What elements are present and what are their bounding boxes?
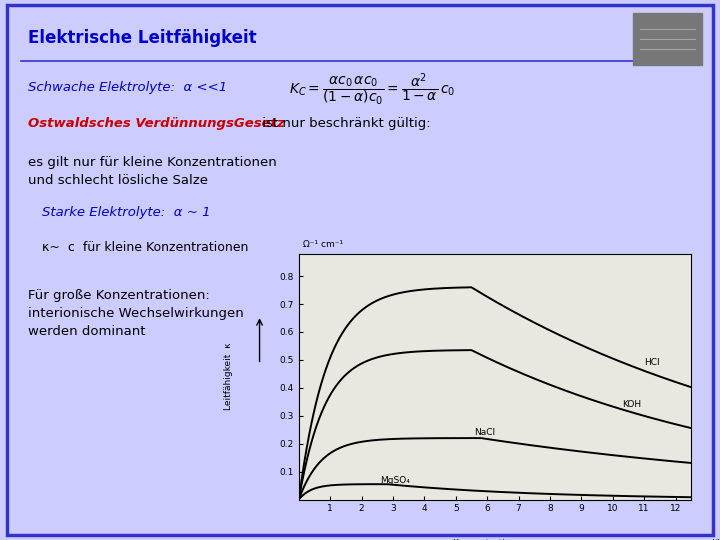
Text: KOH: KOH bbox=[622, 400, 642, 409]
Text: Ω⁻¹ cm⁻¹: Ω⁻¹ cm⁻¹ bbox=[302, 240, 343, 249]
Text: mol/L: mol/L bbox=[699, 539, 720, 540]
Text: Schwache Elektrolyte:  α <<1: Schwache Elektrolyte: α <<1 bbox=[28, 80, 228, 93]
Text: ist nur beschränkt gültig:: ist nur beschränkt gültig: bbox=[258, 117, 431, 130]
Text: $K_C = \dfrac{\alpha c_0\, \alpha c_0}{(1-\alpha)c_0} = \dfrac{\alpha^2}{1-\alph: $K_C = \dfrac{\alpha c_0\, \alpha c_0}{(… bbox=[289, 71, 456, 108]
Text: Elektrische Leitfähigkeit: Elektrische Leitfähigkeit bbox=[28, 29, 257, 47]
Text: Für große Konzentrationen:
interionische Wechselwirkungen
werden dominant: Für große Konzentrationen: interionische… bbox=[28, 288, 244, 338]
Text: Starke Elektrolyte:  α ~ 1: Starke Elektrolyte: α ~ 1 bbox=[42, 206, 211, 219]
Text: NaCl: NaCl bbox=[474, 428, 496, 437]
Text: Ostwaldsches VerdünnungsGesetz: Ostwaldsches VerdünnungsGesetz bbox=[28, 117, 285, 130]
Text: HCl: HCl bbox=[644, 359, 660, 367]
Text: Leitfähigkeit  κ: Leitfähigkeit κ bbox=[224, 343, 233, 410]
Text: es gilt nur für kleine Konzentrationen
und schlecht lösliche Salze: es gilt nur für kleine Konzentrationen u… bbox=[28, 156, 277, 187]
Text: MgSO₄: MgSO₄ bbox=[380, 476, 410, 485]
Text: κ~  c  für kleine Konzentrationen: κ~ c für kleine Konzentrationen bbox=[42, 241, 249, 254]
Text: Konzentration c  →: Konzentration c → bbox=[453, 539, 537, 540]
